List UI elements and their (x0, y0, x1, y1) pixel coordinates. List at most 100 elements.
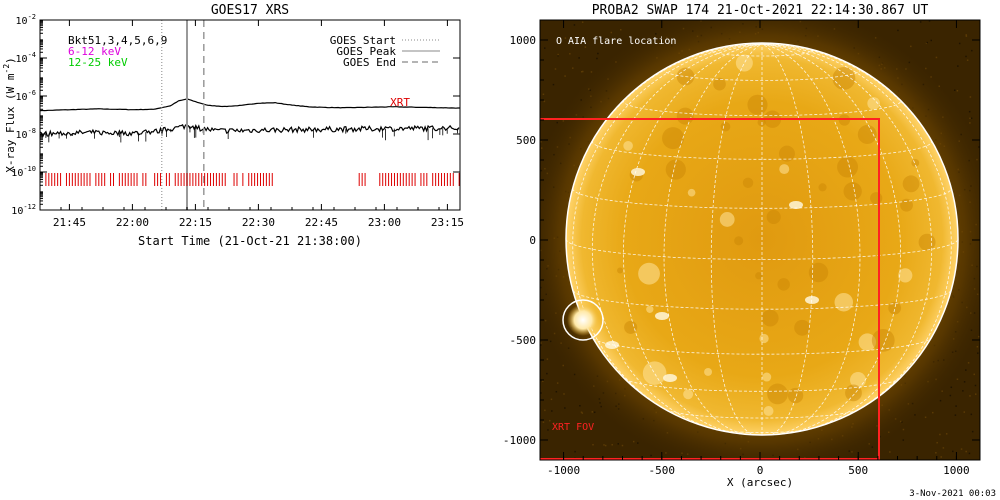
noise-pixel (542, 380, 544, 383)
noise-pixel (579, 404, 581, 407)
lc-y-tick-exp: -10 (23, 165, 36, 173)
bright-region (759, 333, 769, 344)
lc-x-tick-label: 22:15 (179, 216, 212, 229)
noise-pixel (935, 56, 938, 59)
legend-6-12kev-label: 6-12 keV (68, 45, 121, 58)
grid-line (663, 68, 861, 81)
swap-x-tick-label: -500 (649, 464, 676, 477)
noise-pixel (582, 70, 584, 73)
noise-pixel (924, 416, 927, 419)
lc-y-tick-label: 10-8 (16, 127, 36, 141)
noise-pixel (936, 441, 938, 444)
noise-pixel (540, 141, 542, 143)
dark-region (808, 262, 829, 283)
grid-line (572, 43, 763, 422)
swap-x-tick-label: 0 (757, 464, 764, 477)
noise-pixel (957, 65, 959, 67)
grid-line (663, 43, 763, 435)
noise-pixel (551, 410, 553, 412)
dark-region (777, 278, 790, 291)
noise-pixel (592, 443, 594, 446)
lc-y-tick-base: 10 (16, 54, 28, 65)
noise-pixel (963, 381, 966, 383)
lc-x-tick-label: 23:00 (368, 216, 401, 229)
bright-region (867, 97, 880, 110)
lc-x-axis: 21:45 22:00 22:15 22:30 22:45 23:00 23:15 (39, 20, 464, 229)
noise-pixel (950, 386, 953, 389)
grid-line (761, 43, 861, 435)
grid-line (710, 48, 814, 57)
noise-pixel (540, 344, 542, 346)
noise-pixel (889, 451, 891, 453)
lc-y-tick-base: 10 (11, 206, 23, 217)
noise-pixel (544, 47, 546, 49)
noise-pixel (607, 40, 609, 42)
noise-pixel (954, 414, 957, 416)
noise-pixel (604, 444, 607, 447)
bright-region (623, 141, 633, 151)
xrt-coverage-ticks (39, 173, 460, 186)
noise-pixel (540, 342, 542, 344)
noise-pixel (974, 393, 977, 395)
noise-pixel (557, 54, 559, 57)
grid-line (591, 43, 763, 432)
bright-region (735, 54, 753, 72)
noise-pixel (581, 21, 584, 23)
lc-x-tick-label: 21:45 (53, 216, 86, 229)
noise-pixel (963, 411, 966, 413)
noise-pixel (596, 57, 598, 60)
swap-y-axis: 1000 500 0 -500 -1000 (503, 34, 980, 447)
noise-pixel (563, 393, 565, 395)
lc-x-axis-label: Start Time (21-Oct-21 21:38:00) (138, 234, 362, 248)
legend-goes-end-label: GOES End (343, 56, 396, 69)
bright-region (763, 406, 774, 416)
swap-y-tick-label: -500 (510, 334, 537, 347)
noise-pixel (559, 38, 562, 40)
noise-pixel (569, 53, 571, 55)
dark-region (787, 387, 804, 404)
noise-pixel (976, 346, 979, 348)
dark-region (761, 309, 779, 327)
dark-region (767, 383, 788, 405)
dark-region (617, 267, 624, 274)
lc-y-tick-exp: -2 (28, 13, 36, 21)
noise-pixel (973, 373, 975, 376)
bright-region (898, 268, 913, 283)
footer-timestamp: 3-Nov-2021 00:03 (909, 489, 996, 499)
xrt-fov-box (540, 118, 880, 460)
bright-region (719, 212, 735, 227)
noise-pixel (955, 405, 957, 407)
noise-pixel (578, 57, 580, 59)
noise-pixel (620, 28, 622, 31)
noise-pixel (540, 392, 542, 394)
lc-y-axis-label: X-ray Flux (W m-2) (2, 57, 17, 173)
swap-x-tick-label: 1000 (943, 464, 970, 477)
noise-pixel (971, 49, 973, 52)
dark-region (662, 127, 685, 150)
noise-pixel (971, 430, 974, 433)
noise-pixel (593, 411, 596, 414)
dark-region (755, 272, 763, 280)
swap-x-axis: -1000 -500 0 500 1000 (547, 20, 970, 477)
dark-region (837, 156, 859, 178)
noise-pixel (970, 117, 973, 120)
dark-region (766, 209, 781, 225)
dark-region (713, 77, 726, 91)
noise-pixel (557, 53, 559, 56)
lc-title: GOES17 XRS (211, 3, 289, 18)
noise-pixel (553, 422, 555, 424)
noise-pixel (603, 444, 605, 446)
lc-y-tick-exp: -4 (28, 51, 36, 59)
dark-region (734, 236, 744, 246)
swap-y-tick-label: 0 (529, 234, 536, 247)
noise-pixel (555, 390, 558, 393)
bright-region (642, 361, 667, 385)
dark-region (902, 175, 920, 193)
swap-x-tick-label: -1000 (547, 464, 580, 477)
noise-pixel (611, 443, 613, 446)
lc-event-lines (161, 20, 205, 210)
noise-pixel (928, 20, 931, 22)
noise-pixel (974, 384, 977, 387)
dark-region (832, 66, 856, 90)
